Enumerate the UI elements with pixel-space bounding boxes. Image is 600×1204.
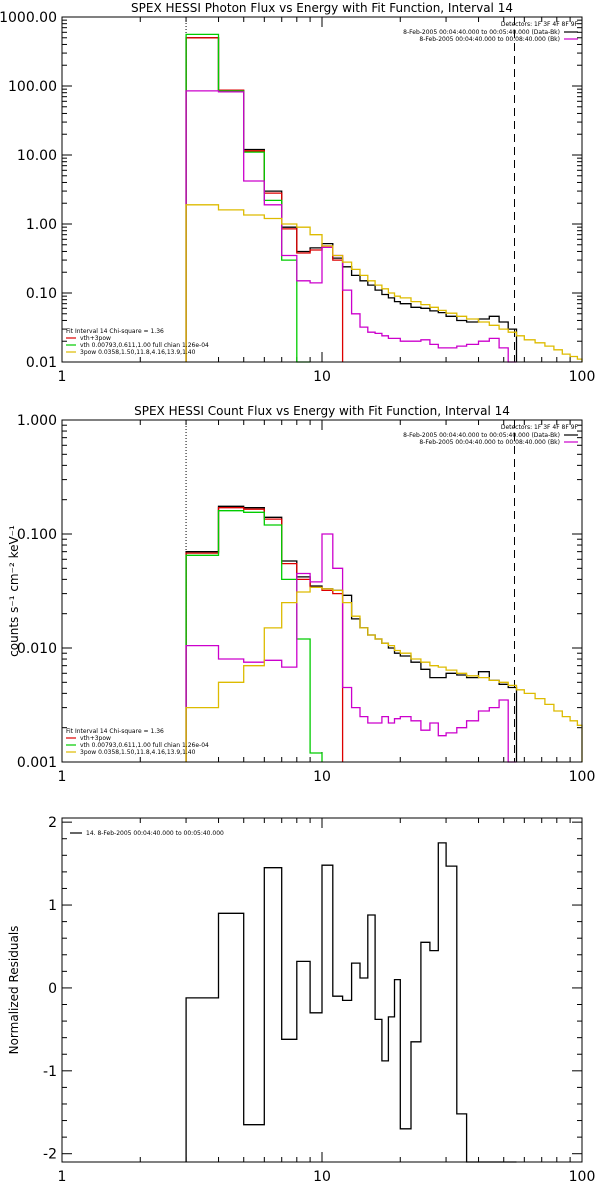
series-line-2 [185,507,344,762]
legend-entry: 8-Feb-2005 00:04:40.000 to 00:05:40.000 … [403,29,560,36]
legend-header: Detectors: 1F 3F 4F 8F 9F [501,424,579,431]
plot-frame [61,16,583,363]
y-tick-label: 2 [48,815,57,831]
fit-legend-header: Fit Interval 14 Chi-square = 1.36 [66,328,164,335]
legend-entry: 8-Feb-2005 00:04:40.000 to 00:08:40.000 … [419,439,560,446]
y-axis-label: Normalized Residuals [7,926,21,1055]
fit-legend-entry: vth 0.00793,0.611,1.00 full chian 1.26e-… [80,742,209,749]
y-tick-label: 0.100 [17,527,57,543]
series-line-1 [185,842,517,1163]
fit-legend-entry: vth+3pow [80,735,111,742]
legend-header: Detectors: 1F 3F 4F 8F 9F [501,21,579,28]
y-tick-label: 1.000 [17,413,57,429]
x-tick-label: 100 [569,769,596,785]
legend-entry: 14. 8-Feb-2005 00:04:40.000 to 00:05:40.… [86,830,224,837]
x-tick-label: 10 [313,1169,331,1185]
plot-frame [61,419,583,763]
y-axis-label: counts s⁻¹ cm⁻² keV⁻¹ [7,525,21,657]
series-line-4 [185,533,517,763]
y-tick-label: 0.010 [17,641,57,657]
x-tick-label: 1 [58,1169,67,1185]
x-tick-label: 100 [569,1169,596,1185]
y-tick-label: 1000.00 [0,10,57,26]
y-tick-label: 100.00 [8,79,57,95]
y-tick-label: 0 [48,981,57,997]
y-tick-label: 10.00 [17,148,57,164]
x-tick-label: 100 [569,369,596,385]
chart-title: SPEX HESSI Count Flux vs Energy with Fit… [134,404,510,418]
fit-legend-entry: 3pow 0.0358,1.50,11.8,4.16,13.9,1.40 [80,749,196,756]
series-line-3 [185,510,323,762]
y-tick-label: 0.10 [26,286,57,302]
y-tick-label: 1 [48,898,57,914]
series-line-4 [185,90,517,363]
plot-frame [61,817,583,1163]
series-line-3 [185,33,311,363]
fit-legend-entry: vth 0.00793,0.611,1.00 full chian 1.26e-… [80,342,209,349]
y-tick-label: 0.001 [17,755,57,771]
fit-legend-entry: 3pow 0.0358,1.50,11.8,4.16,13.9,1.40 [80,349,196,356]
y-tick-label: 0.01 [26,355,57,371]
legend-entry: 8-Feb-2005 00:04:40.000 to 00:05:40.000 … [403,432,560,439]
series-line-5 [185,586,583,762]
chart-panel-1: SPEX HESSI Photon Flux vs Energy with Fi… [0,1,595,385]
y-tick-label: 1.00 [26,217,57,233]
series-line-5 [185,204,583,362]
chart-title: SPEX HESSI Photon Flux vs Energy with Fi… [131,1,513,15]
x-tick-label: 10 [313,769,331,785]
series-line-1 [185,37,518,362]
y-tick-label: -1 [43,1064,57,1080]
fit-legend-header: Fit Interval 14 Chi-square = 1.36 [66,728,164,735]
x-tick-label: 10 [313,369,331,385]
x-tick-label: 1 [58,769,67,785]
fit-legend-entry: vth+3pow [80,335,111,342]
y-tick-label: -2 [43,1147,57,1163]
chart-panel-2: SPEX HESSI Count Flux vs Energy with Fit… [7,404,595,785]
x-tick-label: 1 [58,369,67,385]
legend-entry: 8-Feb-2005 00:04:40.000 to 00:08:40.000 … [419,36,560,43]
